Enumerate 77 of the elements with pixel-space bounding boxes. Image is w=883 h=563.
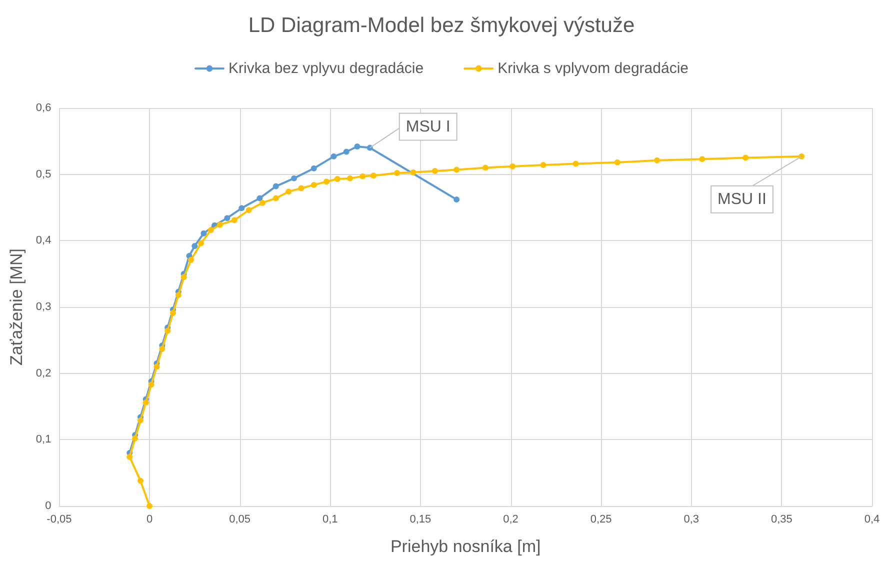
point <box>291 175 298 182</box>
point <box>154 364 160 370</box>
point <box>347 175 353 182</box>
point <box>170 310 176 316</box>
y-tick-label: 0,6 <box>36 102 52 114</box>
x-tick-label: 0,3 <box>684 514 700 526</box>
point <box>324 178 330 185</box>
point <box>394 170 400 176</box>
point <box>256 195 263 202</box>
x-tick-label: 0,25 <box>590 514 612 526</box>
point <box>614 159 620 166</box>
point <box>298 185 304 192</box>
point <box>126 454 133 460</box>
point <box>192 242 198 249</box>
point <box>572 160 579 167</box>
point <box>272 183 279 190</box>
point <box>354 143 360 150</box>
y-tick-label: 0,4 <box>36 234 52 247</box>
point <box>310 165 317 172</box>
point <box>246 207 252 214</box>
point <box>175 292 182 298</box>
point <box>148 382 154 388</box>
point <box>259 200 266 206</box>
x-tick-label: 0,4 <box>864 514 880 526</box>
point <box>159 346 166 352</box>
point <box>454 166 460 173</box>
point <box>198 240 204 246</box>
x-tick-label: 0,05 <box>229 514 251 526</box>
point <box>146 503 153 509</box>
x-tick-label: 0,2 <box>503 514 518 526</box>
chart-title: LD Diagram-Model bez šmykovej výstuže <box>248 14 635 37</box>
point <box>410 169 416 176</box>
point <box>454 196 460 203</box>
x-tick-label: 0 <box>146 514 153 526</box>
point <box>330 153 337 160</box>
point <box>432 168 438 174</box>
point <box>188 256 194 263</box>
point <box>654 157 660 164</box>
point <box>231 217 238 224</box>
annotation: MSU I <box>406 118 450 136</box>
point <box>132 435 138 442</box>
x-axis-title: Priehyb nosníka [m] <box>390 537 541 556</box>
point <box>180 274 187 280</box>
y-tick-label: 0,5 <box>36 168 52 180</box>
point <box>482 164 488 171</box>
point <box>224 215 230 222</box>
y-tick-label: 0,1 <box>36 434 52 446</box>
point <box>343 148 350 155</box>
point <box>142 400 149 406</box>
point <box>370 172 376 179</box>
x-tick-label: 0,15 <box>410 514 432 526</box>
legend-label: Krivka s vplyvom degradácie <box>498 60 689 77</box>
point <box>200 230 207 236</box>
point <box>360 173 366 180</box>
point <box>286 188 292 195</box>
x-tick-label: 0,35 <box>770 514 792 526</box>
y-tick-label: 0 <box>45 500 52 512</box>
point <box>137 478 144 484</box>
point <box>272 195 279 202</box>
annotation: MSU II <box>718 190 766 208</box>
legend-label: Krivka bez vplyvu degradácie <box>228 60 424 77</box>
point <box>310 182 317 188</box>
point <box>137 417 144 424</box>
y-tick-label: 0,2 <box>36 367 52 380</box>
point <box>208 227 214 234</box>
point <box>742 154 749 161</box>
x-tick-label: -0,05 <box>46 514 72 526</box>
y-axis-title: Zaťaženie [MN] <box>7 248 26 366</box>
y-tick-label: 0,3 <box>36 301 52 313</box>
point <box>238 205 245 212</box>
x-tick-label: 0,1 <box>322 514 338 526</box>
point <box>510 163 516 170</box>
point <box>540 162 546 168</box>
point <box>164 328 171 334</box>
point <box>216 222 223 228</box>
point <box>699 156 706 162</box>
point <box>334 176 340 182</box>
